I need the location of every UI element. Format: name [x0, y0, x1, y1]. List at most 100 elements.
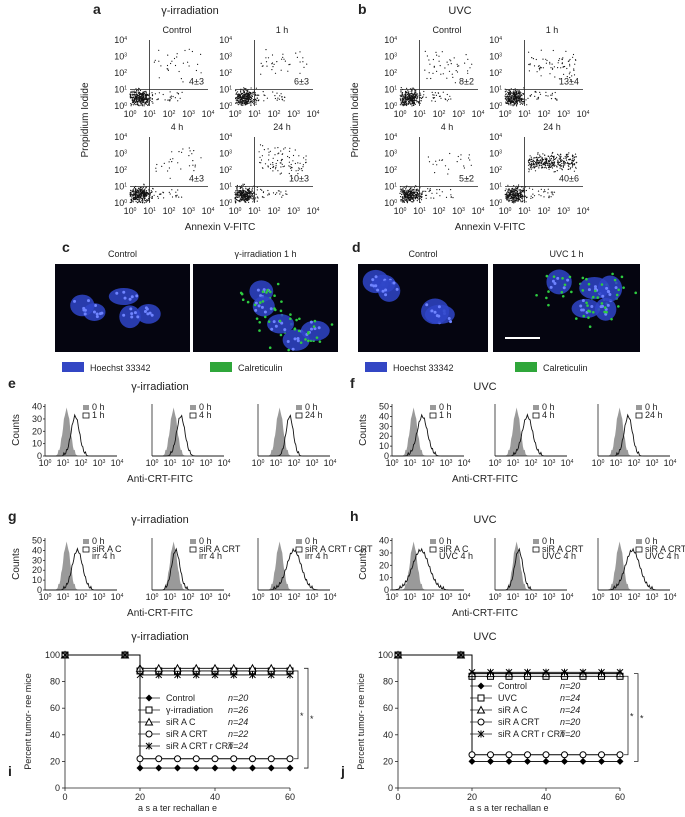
calreticulin-speck: [610, 318, 613, 321]
tick-exponent: 4: [229, 36, 232, 42]
y-axis-label: Counts: [11, 548, 22, 580]
event-dot: [285, 147, 286, 148]
event-dot: [515, 101, 516, 102]
event-dot: [541, 75, 542, 76]
event-dot: [565, 163, 566, 164]
event-dot: [139, 189, 140, 190]
y-tick-label: 20: [32, 565, 42, 575]
event-dot: [469, 67, 470, 68]
marker: [525, 752, 531, 758]
event-dot: [539, 68, 540, 69]
event-dot: [152, 198, 153, 199]
tick-base: 10: [561, 592, 571, 602]
tick-label: 104: [114, 132, 127, 142]
event-dot: [251, 87, 252, 88]
marker: [598, 758, 605, 765]
calreticulin-speck: [280, 310, 283, 313]
event-dot: [567, 163, 568, 164]
marker: [250, 756, 256, 762]
event-dot: [416, 101, 417, 102]
calreticulin-speck: [259, 301, 262, 304]
nucleus-speck: [376, 289, 379, 292]
event-dot: [141, 187, 142, 188]
event-dot: [247, 102, 248, 103]
event-dot: [442, 191, 443, 192]
calreticulin-speck: [269, 291, 272, 294]
significance-star: *: [310, 714, 314, 724]
event-dot: [515, 200, 516, 201]
event-dot: [423, 94, 424, 95]
tick-label: 100: [489, 592, 502, 602]
event-dot: [536, 99, 537, 100]
event-dot: [299, 73, 300, 74]
tick-base: 10: [452, 206, 462, 216]
event-dot: [244, 199, 245, 200]
event-dot: [192, 51, 193, 52]
event-dot: [246, 198, 247, 199]
event-dot: [160, 194, 161, 195]
event-dot: [518, 98, 519, 99]
event-dot: [557, 160, 558, 161]
event-dot: [139, 199, 140, 200]
event-dot: [173, 96, 174, 97]
event-dot: [526, 190, 527, 191]
event-dot: [447, 173, 448, 174]
event-dot: [508, 92, 509, 93]
event-dot: [528, 168, 529, 169]
event-dot: [561, 165, 562, 166]
event-dot: [510, 103, 511, 104]
tick-exponent: 1: [280, 459, 283, 465]
marker: [146, 695, 153, 702]
legend-label: irr 4 h: [199, 551, 222, 561]
event-dot: [468, 157, 469, 158]
tick-exponent: 0: [124, 199, 127, 205]
event-dot: [130, 97, 131, 98]
tick-label: 102: [525, 592, 538, 602]
event-dot: [134, 94, 135, 95]
tick-base: 10: [75, 592, 85, 602]
event-dot: [560, 161, 561, 162]
event-dot: [544, 191, 545, 192]
event-dot: [421, 194, 422, 195]
event-dot: [571, 163, 572, 164]
event-dot: [138, 200, 139, 201]
event-dot: [295, 53, 296, 54]
event-dot: [400, 200, 401, 201]
event-dot: [447, 62, 448, 63]
event-dot: [521, 192, 522, 193]
event-dot: [252, 201, 253, 202]
event-dot: [152, 95, 153, 96]
marker: [212, 756, 218, 762]
legend-label: UVC 4 h: [645, 551, 679, 561]
tick-exponent: 1: [153, 207, 156, 213]
panel-label: j: [340, 763, 345, 779]
tick-base: 10: [248, 109, 258, 119]
event-dot: [411, 90, 412, 91]
event-dot: [298, 155, 299, 156]
event-dot: [242, 105, 243, 106]
tick-label: 104: [577, 206, 590, 216]
event-dot: [267, 98, 268, 99]
nucleus-speck: [254, 309, 257, 312]
event-dot: [272, 164, 273, 165]
event-dot: [145, 91, 146, 92]
event-dot: [567, 162, 568, 163]
event-dot: [247, 101, 248, 102]
event-dot: [522, 198, 523, 199]
event-dot: [246, 200, 247, 201]
event-dot: [405, 96, 406, 97]
event-dot: [142, 199, 143, 200]
tick-base: 10: [219, 182, 229, 192]
panel-label: g: [8, 508, 17, 524]
event-dot: [240, 97, 241, 98]
event-dot: [147, 100, 148, 101]
tick-exponent: 0: [229, 102, 232, 108]
event-dot: [250, 102, 251, 103]
event-dot: [452, 74, 453, 75]
event-dot: [552, 167, 553, 168]
tick-label: 102: [384, 165, 397, 175]
event-dot: [441, 160, 442, 161]
event-dot: [545, 92, 546, 93]
tick-label: 100: [394, 109, 407, 119]
event-dot: [238, 190, 239, 191]
